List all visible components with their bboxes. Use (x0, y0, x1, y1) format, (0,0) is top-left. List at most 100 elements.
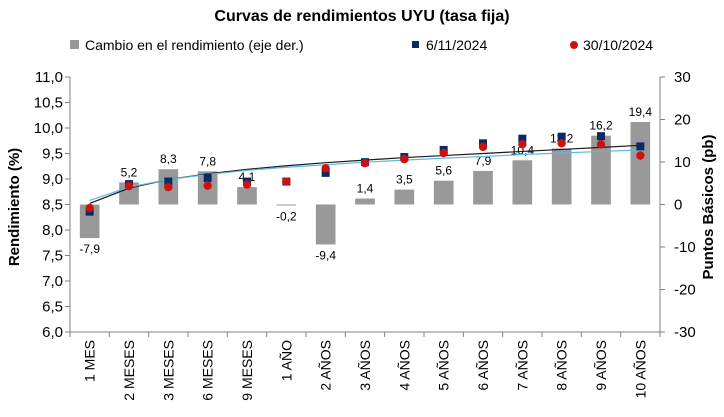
marker-previous (557, 139, 566, 148)
marker-previous (596, 140, 606, 149)
change-bar (473, 170, 493, 205)
change-bar (315, 204, 336, 245)
y-tick-label: 8,0 (42, 222, 63, 239)
change-bar (79, 204, 100, 239)
change-bar-labels: -7,95,28,3 7,84,1-0,2-9,41,43,55,67,910,4… (79, 105, 652, 262)
change-bar (433, 180, 454, 205)
marker-previous (321, 164, 330, 173)
y-tick-label: 7,5 (42, 248, 63, 265)
legend-marker-previous (570, 41, 578, 49)
legend-item-change: Cambio en el rendimiento (eje der.) (70, 37, 304, 53)
y2-tick-label: 10 (674, 154, 691, 171)
change-bar-label: -9,4 (315, 248, 336, 262)
legend: Cambio en el rendimiento (eje der.) 6/11… (70, 37, 653, 53)
change-bar-label: 16,2 (589, 119, 613, 133)
x-tick-label: 3 MESES (160, 340, 176, 401)
y-tick-label: 9,0 (42, 171, 63, 188)
marker-previous (360, 158, 370, 168)
chart-title: Curvas de rendimientos UYU (tasa fija) (214, 8, 509, 25)
legend-marker-current (412, 41, 419, 48)
legend-item-current: 6/11/2024 (412, 37, 487, 53)
change-bar-label: 5,2 (121, 165, 138, 179)
y2-axis-title: Puntos Básicos (pb) (700, 134, 717, 279)
y-tick-label: 6,5 (42, 299, 63, 316)
marker-previous (400, 154, 409, 164)
marker-current (518, 134, 527, 143)
change-bar (551, 148, 572, 205)
change-bar-label: 7,8 (199, 154, 216, 168)
change-bar (237, 187, 257, 205)
y-tick-label: 7,0 (42, 273, 63, 290)
x-tick-label: 10 AÑOS (632, 340, 648, 398)
marker-current (636, 142, 645, 151)
y-axis-ticks: 11,0 10,5 10,0 9,5 9,0 8,5 8,0 7,5 7,0 6,5 6,0 (34, 69, 70, 341)
marker-current (557, 132, 566, 141)
x-axis-ticks: 1 MES 2 MESES 3 MESES 6 MESES 9 MESES 1 AÑO 2 … (69, 332, 661, 401)
marker-previous (439, 148, 448, 158)
change-bar-label: 5,6 (435, 164, 452, 178)
y-tick-label: 9,5 (42, 146, 63, 163)
change-bar-label: 1,4 (357, 182, 374, 196)
change-bar (591, 135, 611, 205)
x-tick-label: 1 AÑO (278, 340, 294, 381)
marker-previous (242, 180, 252, 189)
marker-current (597, 132, 605, 141)
change-bar-label: 3,5 (396, 173, 413, 187)
y-tick-label: 8,5 (42, 197, 63, 214)
change-bar (512, 160, 533, 205)
change-bar (119, 182, 139, 205)
marker-previous (636, 151, 645, 160)
y-tick-label: 6,0 (42, 324, 63, 341)
y2-tick-label: 30 (674, 69, 691, 86)
change-bar (630, 122, 651, 205)
y-tick-label: 10,5 (34, 95, 63, 112)
x-tick-label: 7 AÑOS (514, 340, 530, 391)
x-tick-label: 1 MES (82, 340, 98, 382)
change-bar-label: 19,4 (629, 105, 653, 119)
legend-label-change: Cambio en el rendimiento (eje der.) (85, 37, 304, 53)
y-tick-label: 11,0 (35, 69, 63, 86)
x-tick-label: 4 AÑOS (396, 340, 412, 391)
marker-previous (85, 203, 94, 213)
marker-previous (478, 142, 488, 152)
marker-current (203, 173, 212, 182)
y-axis-title: Rendimiento (%) (6, 148, 23, 266)
y2-tick-label: -30 (674, 324, 696, 341)
change-bar-label: 4,1 (239, 170, 256, 184)
x-tick-label: 6 MESES (200, 340, 216, 401)
x-tick-label: 2 MESES (121, 340, 137, 401)
x-tick-label: 3 AÑOS (357, 340, 373, 391)
change-bar (394, 189, 415, 205)
y2-tick-label: -10 (674, 239, 696, 256)
legend-label-current: 6/11/2024 (426, 37, 487, 53)
marker-current (164, 177, 173, 186)
change-bar-label: -0,2 (276, 209, 297, 223)
change-bar (276, 204, 297, 206)
y2-tick-label: -20 (674, 282, 696, 299)
y2-tick-label: 0 (674, 197, 682, 214)
x-tick-label: 2 AÑOS (318, 340, 334, 391)
x-tick-label: 8 AÑOS (554, 340, 570, 391)
marker-previous (518, 140, 527, 149)
change-bar-label: 7,9 (475, 154, 492, 168)
x-tick-label: 9 MESES (239, 340, 255, 401)
marker-current (321, 168, 330, 177)
x-tick-label: 9 AÑOS (593, 340, 609, 391)
legend-swatch-change (70, 40, 79, 49)
x-tick-label: 6 AÑOS (475, 340, 491, 391)
yield-markers (85, 132, 645, 216)
change-bar-label: -7,9 (79, 242, 100, 256)
y-tick-label: 10,0 (34, 120, 63, 137)
change-bar-label: 8,3 (160, 152, 177, 166)
y2-axis-ticks: 30 20 10 0 -10 -20 -30 (660, 69, 696, 341)
legend-item-previous: 30/10/2024 (570, 37, 653, 53)
marker-previous (124, 181, 134, 191)
marker-previous (203, 181, 212, 190)
marker-previous (164, 182, 173, 192)
x-tick-label: 5 AÑOS (436, 340, 452, 391)
marker-previous (282, 177, 291, 186)
legend-label-previous: 30/10/2024 (583, 37, 653, 53)
y2-tick-label: 20 (674, 112, 691, 129)
change-bar (355, 198, 375, 205)
